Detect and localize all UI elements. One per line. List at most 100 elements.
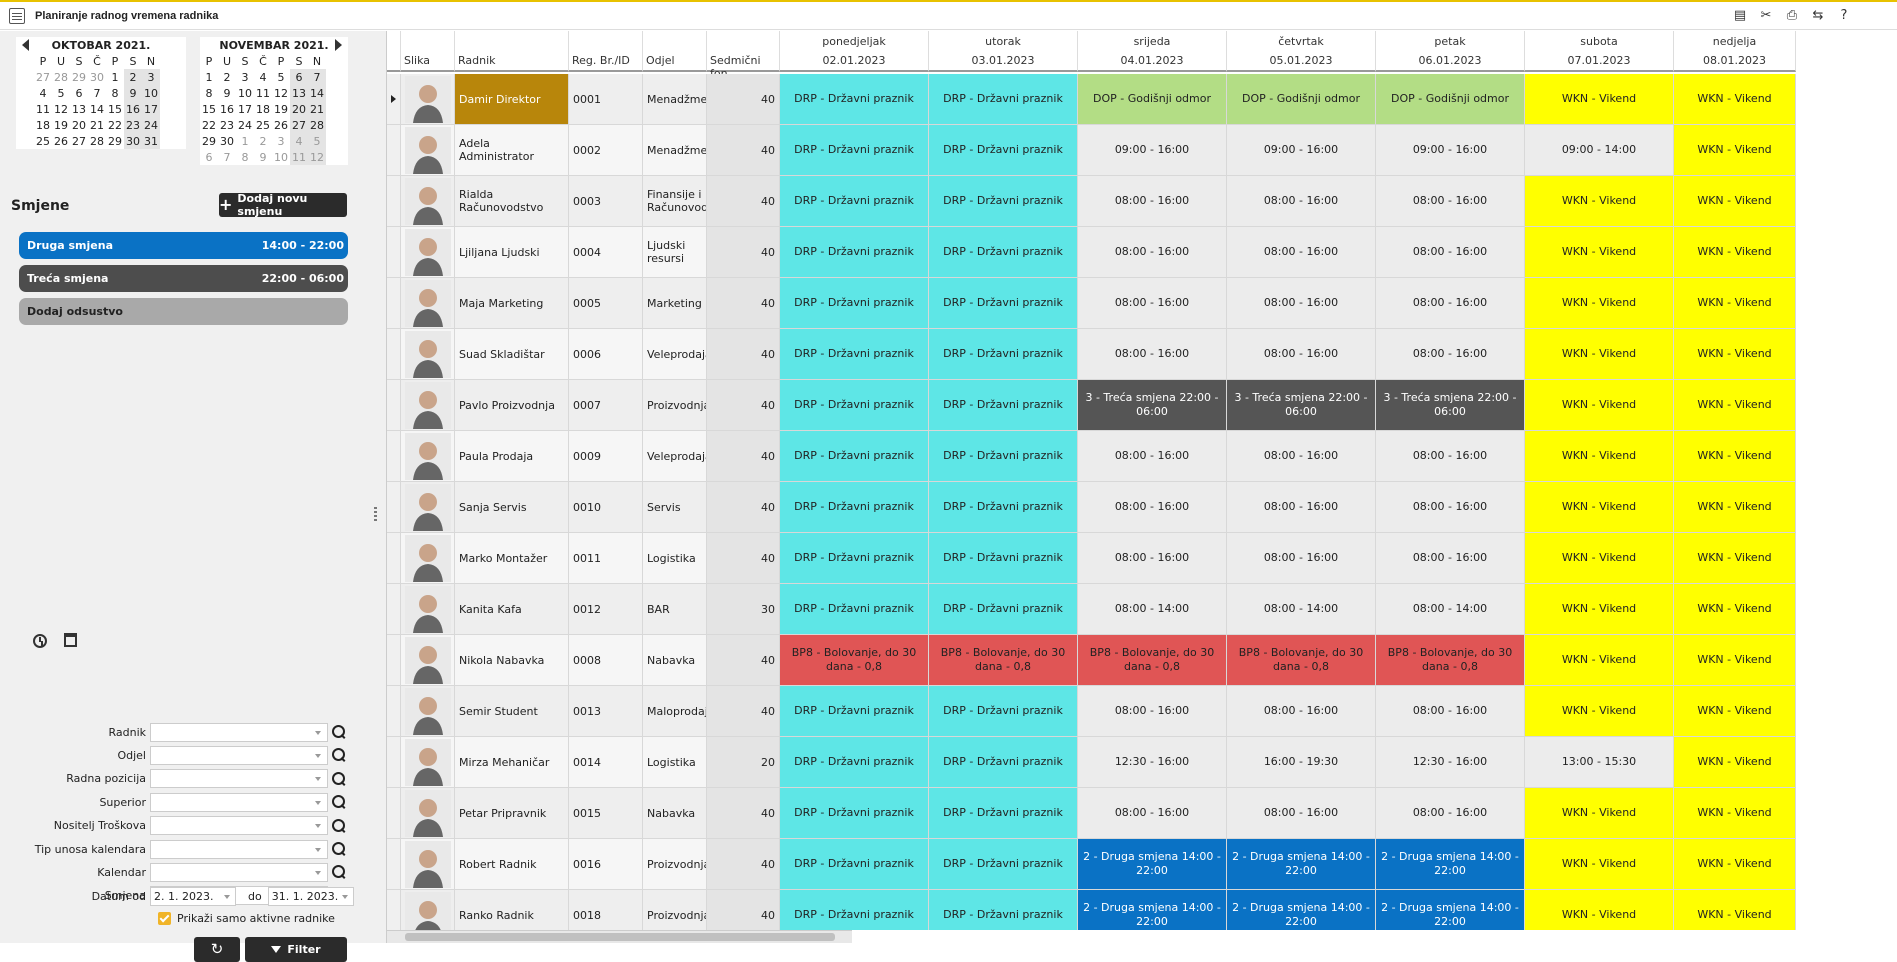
table-row[interactable]: Nikola Nabavka 0008 Nabavka 40 BP8 - Bolovan…: [387, 635, 1897, 686]
day-header[interactable]: nedjelja 08.01.2023: [1674, 31, 1796, 72]
schedule-cell[interactable]: DRP - Državni praznik: [780, 380, 929, 431]
shift-treca[interactable]: Treća smjena 22:00 - 06:00: [19, 265, 348, 292]
schedule-cell[interactable]: DRP - Državni praznik: [780, 890, 929, 930]
calendar-day[interactable]: 1: [205, 70, 213, 84]
schedule-cell[interactable]: WKN - Vikend: [1525, 584, 1674, 635]
calendar-day[interactable]: 24: [142, 117, 160, 133]
schedule-cell[interactable]: DRP - Državni praznik: [929, 329, 1078, 380]
day-header[interactable]: subota 07.01.2023: [1525, 31, 1674, 72]
day-header[interactable]: četvrtak 05.01.2023: [1227, 31, 1376, 72]
calendar-day[interactable]: 16: [124, 101, 142, 117]
transfer-icon[interactable]: ⇆: [1812, 8, 1824, 23]
schedule-cell[interactable]: 08:00 - 16:00: [1078, 431, 1227, 482]
calendar-day[interactable]: 3: [142, 69, 160, 85]
schedule-cell[interactable]: DRP - Državni praznik: [780, 431, 929, 482]
calendar-day[interactable]: 24: [238, 118, 252, 132]
schedule-cell[interactable]: BP8 - Bolovanje, do 30 dana - 0,8: [929, 635, 1078, 686]
search-icon[interactable]: [331, 841, 347, 857]
calendar-day[interactable]: 4: [39, 86, 47, 100]
employee-id[interactable]: 0015: [569, 788, 643, 839]
calendar-day[interactable]: 27: [36, 70, 50, 84]
calendar-day[interactable]: 11: [36, 102, 50, 116]
employee-id[interactable]: 0010: [569, 482, 643, 533]
schedule-cell[interactable]: 2 - Druga smjena 14:00 - 22:00: [1376, 890, 1525, 930]
employee-dept[interactable]: Veleprodaja: [643, 329, 707, 380]
employee-dept[interactable]: Menadžment: [643, 74, 707, 125]
schedule-cell[interactable]: 08:00 - 16:00: [1376, 176, 1525, 227]
schedule-cell[interactable]: 13:00 - 15:30: [1525, 737, 1674, 788]
calendar-day[interactable]: 2: [124, 69, 142, 85]
schedule-cell[interactable]: DRP - Državni praznik: [929, 788, 1078, 839]
table-row[interactable]: Damir Direktor0001Menadžment40DRP - Drža…: [387, 74, 1897, 125]
schedule-cell[interactable]: 08:00 - 16:00: [1078, 788, 1227, 839]
schedule-cell[interactable]: 2 - Druga smjena 14:00 - 22:00: [1078, 890, 1227, 930]
calendar-day[interactable]: 14: [308, 85, 326, 101]
schedule-cell[interactable]: WKN - Vikend: [1525, 227, 1674, 278]
calendar-day[interactable]: 8: [111, 86, 119, 100]
schedule-cell[interactable]: 08:00 - 16:00: [1078, 329, 1227, 380]
schedule-cell[interactable]: DRP - Državni praznik: [780, 584, 929, 635]
calendar-day[interactable]: 30: [220, 134, 234, 148]
calendar-day[interactable]: 3: [241, 70, 249, 84]
employee-id[interactable]: 0013: [569, 686, 643, 737]
employee-dept[interactable]: BAR: [643, 584, 707, 635]
schedule-cell[interactable]: 2 - Druga smjena 14:00 - 22:00: [1227, 839, 1376, 890]
calendar-grid[interactable]: P U S Č P S N 1 2 3 4 5 6 7 8 9 10 11 12 13 14 15 16 17 18 19 20 21…: [200, 53, 326, 165]
filter-dropdown[interactable]: [150, 769, 328, 789]
schedule-cell[interactable]: 08:00 - 16:00: [1227, 533, 1376, 584]
schedule-cell[interactable]: 08:00 - 16:00: [1227, 431, 1376, 482]
schedule-cell[interactable]: 08:00 - 16:00: [1376, 278, 1525, 329]
calendar-day[interactable]: 1: [241, 134, 249, 148]
table-row[interactable]: Petar Pripravnik 0015 Nabavka 40 DRP - Držav…: [387, 788, 1897, 839]
filter-dropdown[interactable]: [150, 745, 328, 765]
calendar-day[interactable]: 20: [290, 101, 308, 117]
calendar-day[interactable]: 7: [223, 150, 231, 164]
employee-dept[interactable]: Nabavka: [643, 635, 707, 686]
calendar-day[interactable]: 19: [274, 102, 288, 116]
employee-id[interactable]: 0001: [569, 74, 643, 125]
schedule-cell[interactable]: WKN - Vikend: [1525, 839, 1674, 890]
calendar-day[interactable]: 7: [308, 69, 326, 85]
employee-id[interactable]: 0005: [569, 278, 643, 329]
calendar-day[interactable]: 6: [205, 150, 213, 164]
day-header[interactable]: srijeda 04.01.2023: [1078, 31, 1227, 72]
calendar-day[interactable]: 27: [72, 134, 86, 148]
calendar-day[interactable]: 1: [111, 70, 119, 84]
schedule-cell[interactable]: 08:00 - 16:00: [1227, 329, 1376, 380]
employee-id[interactable]: 0014: [569, 737, 643, 788]
calendar-day[interactable]: 21: [90, 118, 104, 132]
employee-id[interactable]: 0018: [569, 890, 643, 930]
schedule-cell[interactable]: WKN - Vikend: [1674, 176, 1796, 227]
employee-dept[interactable]: Marketing: [643, 278, 707, 329]
employee-name[interactable]: Ranko Radnik: [455, 890, 569, 930]
employee-dept[interactable]: Veleprodaja: [643, 431, 707, 482]
employee-dept[interactable]: Maloprodaja: [643, 686, 707, 737]
schedule-cell[interactable]: WKN - Vikend: [1525, 74, 1674, 125]
clock-icon[interactable]: [33, 634, 47, 648]
schedule-cell[interactable]: DRP - Državni praznik: [780, 125, 929, 176]
employee-name[interactable]: Suad Skladištar: [455, 329, 569, 380]
schedule-cell[interactable]: 2 - Druga smjena 14:00 - 22:00: [1376, 839, 1525, 890]
calendar-day[interactable]: 26: [54, 134, 68, 148]
col-reg-header[interactable]: Reg. Br./ID: [569, 31, 643, 72]
calendar-day[interactable]: 2: [259, 134, 267, 148]
schedule-cell[interactable]: WKN - Vikend: [1674, 890, 1796, 930]
schedule-cell[interactable]: DRP - Državni praznik: [780, 278, 929, 329]
schedule-cell[interactable]: WKN - Vikend: [1674, 74, 1796, 125]
schedule-cell[interactable]: DRP - Državni praznik: [929, 533, 1078, 584]
calendar-day[interactable]: 10: [238, 86, 252, 100]
calendar-day[interactable]: 22: [108, 118, 122, 132]
add-shift-button[interactable]: + Dodaj novu smjenu: [219, 192, 347, 218]
schedule-cell[interactable]: 2 - Druga smjena 14:00 - 22:00: [1227, 890, 1376, 930]
table-row[interactable]: Suad Skladištar 0006 Veleprodaja 40 DRP - Dr…: [387, 329, 1897, 380]
schedule-cell[interactable]: DRP - Državni praznik: [929, 380, 1078, 431]
employee-id[interactable]: 0012: [569, 584, 643, 635]
schedule-cell[interactable]: WKN - Vikend: [1674, 278, 1796, 329]
schedule-cell[interactable]: DRP - Državni praznik: [929, 125, 1078, 176]
col-name-header[interactable]: Radnik: [455, 31, 569, 72]
calendar-day[interactable]: 28: [90, 134, 104, 148]
calendar-day[interactable]: 7: [93, 86, 101, 100]
calendar-day[interactable]: 28: [308, 117, 326, 133]
calendar-day[interactable]: 13: [72, 102, 86, 116]
calendar-day[interactable]: 17: [238, 102, 252, 116]
